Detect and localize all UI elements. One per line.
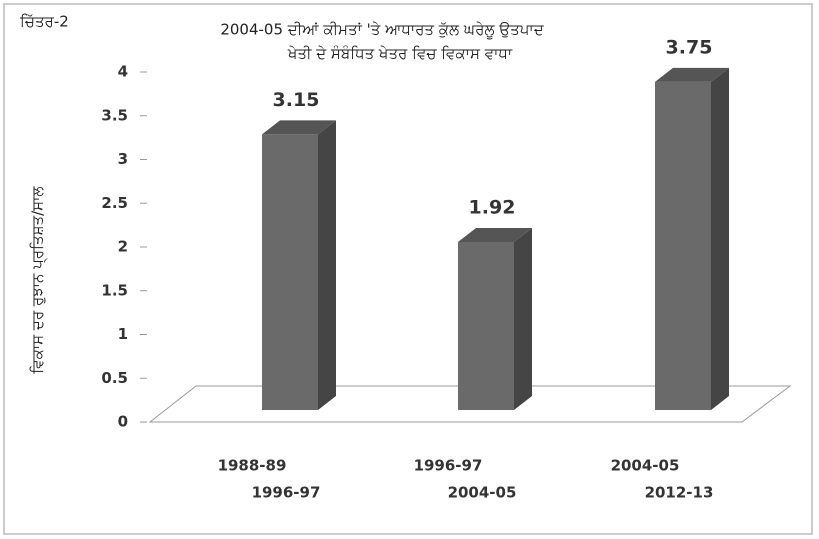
chart-subtitle: ਖੇਤੀ ਦੇ ਸੰਬੰਧਿਤ ਖੇਤਰ ਵਿਚ ਵਿਕਾਸ ਵਾਧਾ [287,45,513,63]
y-axis-label: ਵਿਕਾਸ ਦਰ ਰੁਝਾਨ ਪ੍ਰਤਿਸ਼ਤ/ਸਾਲ [29,186,49,375]
x-tick-label: 1988-89 [218,457,287,475]
frame [3,3,813,535]
x-tick-label: 2004-05 [611,457,680,475]
y-tick-label: 0.5 [101,369,128,387]
bar-front [458,242,514,410]
bar-side [318,120,336,410]
bar-side [711,67,729,410]
bar [458,228,532,410]
y-tick-label: 1.5 [101,281,128,299]
bar-side [514,228,532,410]
bar-top [262,120,336,135]
y-tick-label: 4 [118,63,128,81]
bar-top [655,67,729,82]
x-tick-label: 1996-97 [252,484,321,502]
figure-label: ਚਿੱਤਰ-2 [19,13,69,31]
y-tick-label: 3 [118,150,128,168]
value-label: 3.15 [273,89,320,111]
y-tick-label: 0 [118,413,128,431]
x-tick-label: 2004-05 [448,484,517,502]
y-tick-label: 3.5 [101,106,128,124]
bar-front [655,81,711,410]
floor [148,385,792,423]
y-tick-label: 2 [118,238,128,256]
bar-top [458,228,532,242]
bar-front [262,134,318,410]
value-label: 1.92 [469,197,516,219]
bar [262,120,336,410]
y-tick-label: 1 [118,325,128,343]
x-tick-label: 1996-97 [414,457,483,475]
chart-title: 2004-05 ਦੀਆਂ ਕੀਮਤਾਂ 'ਤੇ ਆਧਾਰਤ ਕੁੱਲ ਘਰੇਲੂ… [220,21,544,39]
value-label: 3.75 [666,36,713,58]
bar [655,67,729,410]
x-tick-label: 2012-13 [645,484,714,502]
y-tick-label: 2.5 [101,194,128,212]
